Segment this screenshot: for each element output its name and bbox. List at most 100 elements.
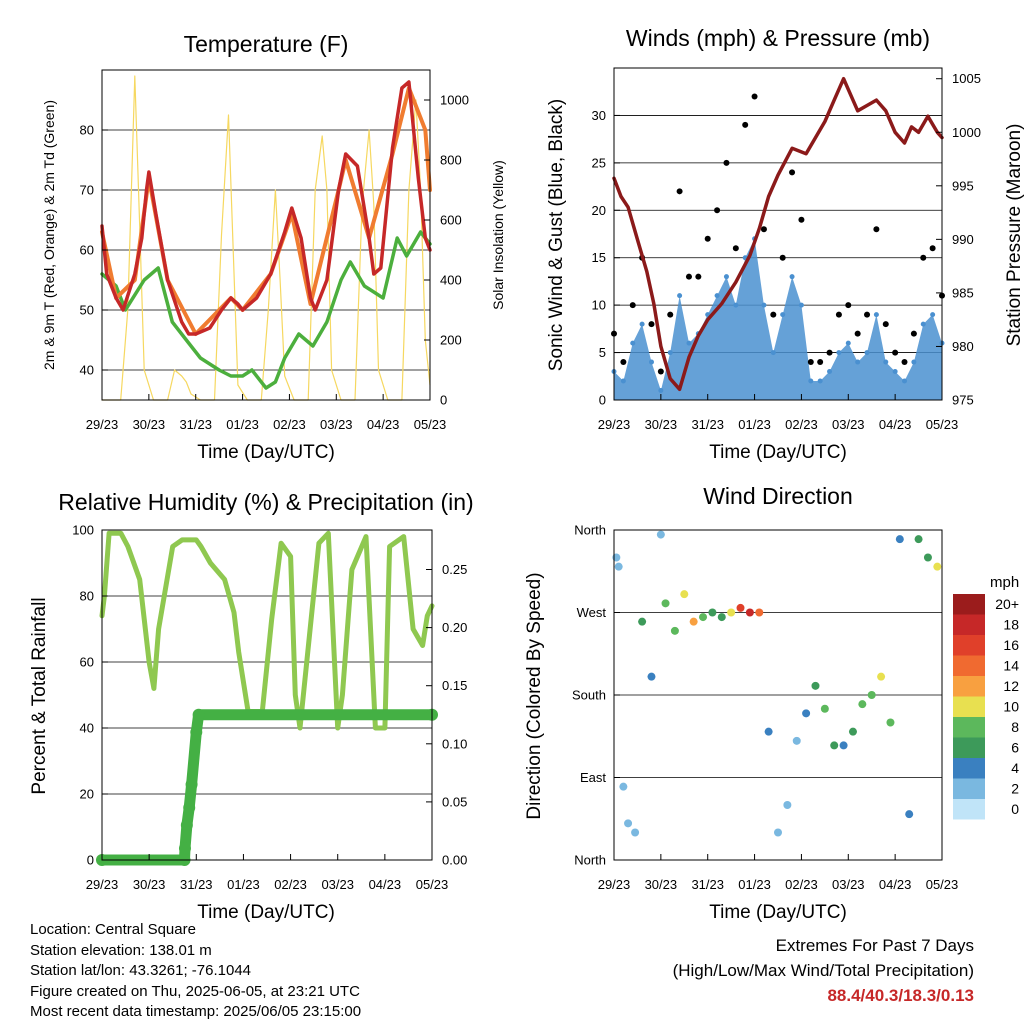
wind-point (798, 302, 804, 308)
temperature-x-label: Time (Day/UTC) (197, 442, 335, 463)
winds-y-label-right: Station Pressure (Maroon) (1004, 124, 1024, 347)
wind-y2-tick-label: 975 (952, 393, 974, 408)
legend-label: 4 (1011, 760, 1019, 776)
extremes-block: Extremes For Past 7 Days (High/Low/Max W… (673, 933, 974, 1008)
gust-point (685, 273, 692, 280)
gust-point (882, 321, 889, 328)
gust-point (770, 311, 777, 318)
rh-y-tick-label: 100 (72, 523, 94, 538)
wind-point (630, 340, 636, 346)
wind-point (648, 359, 654, 365)
rh-y-tick-label: 40 (80, 721, 94, 736)
rh-y2-tick-label: 0.00 (442, 853, 467, 868)
rh-y2-tick-label: 0.25 (442, 562, 467, 577)
gust-point (657, 368, 664, 375)
wind-y2-tick-label: 995 (952, 178, 974, 193)
legend-label: 10 (1003, 699, 1019, 715)
direction-point (914, 535, 923, 544)
precip-point (180, 819, 193, 832)
wind-point (770, 350, 776, 356)
legend-swatch (953, 696, 985, 717)
gust-point (807, 359, 814, 366)
wind-point (817, 378, 823, 384)
gust-point (910, 330, 917, 337)
gust-point (714, 207, 721, 214)
dir-x-tick-label: 04/23 (879, 877, 912, 892)
gust-point (732, 245, 739, 252)
wind-x-tick-label: 05/23 (926, 417, 959, 432)
direction-point (755, 608, 764, 617)
legend-label: 6 (1011, 740, 1019, 756)
direction-point (933, 562, 942, 571)
direction-point (689, 617, 698, 626)
wind-point (855, 359, 861, 365)
wind-point (686, 340, 692, 346)
wind-y-tick-label: 10 (592, 298, 606, 313)
gust-point (676, 188, 683, 195)
wind-point (677, 293, 683, 299)
wind-point (667, 350, 673, 356)
direction-point (656, 530, 665, 539)
legend-swatch (953, 594, 985, 615)
gust-point (920, 254, 927, 261)
direction-point (638, 617, 647, 626)
wind-x-tick-label: 04/23 (879, 417, 912, 432)
direction-point (811, 681, 820, 690)
humidity-precip-panel: Relative Humidity (%) & Precipitation (i… (29, 489, 474, 923)
wind-point (780, 312, 786, 318)
temp-x-tick-label: 04/23 (367, 417, 400, 432)
direction-point (839, 741, 848, 750)
humidity-title: Relative Humidity (%) & Precipitation (i… (58, 489, 473, 515)
legend-swatch (953, 717, 985, 738)
rh-x-tick-label: 05/23 (416, 877, 449, 892)
temperature-y-label-left: 2m & 9m T (Red, Orange) & 2m Td (Green) (41, 100, 57, 370)
precip-point (178, 842, 191, 855)
temp-y-tick-label: 50 (80, 303, 94, 318)
gust-point (779, 254, 786, 261)
gust-point (723, 159, 730, 166)
direction-point (867, 691, 876, 699)
wind-x-tick-label: 29/23 (598, 417, 631, 432)
wind-direction-panel: Wind Direction North East South West North 29… (524, 483, 1019, 923)
wind-point (902, 378, 908, 384)
temp-y2-tick-label: 1000 (440, 93, 469, 108)
wind-y2-tick-label: 980 (952, 339, 974, 354)
gust-point (667, 311, 674, 318)
temp-y-tick-label: 60 (80, 243, 94, 258)
pressure-line (612, 76, 944, 392)
gust-point (648, 321, 655, 328)
direction-point (783, 801, 792, 809)
legend-label: 12 (1003, 678, 1019, 694)
legend-swatch (953, 799, 985, 820)
rh-y2-tick-label: 0.15 (442, 678, 467, 693)
direction-point (877, 672, 886, 681)
legend-swatch (953, 778, 985, 799)
extremes-heading: Extremes For Past 7 Days (775, 936, 974, 955)
direction-point (848, 727, 857, 736)
temp-y2-tick-label: 200 (440, 333, 462, 348)
direction-y-label-left: Direction (Colored By Speed) (524, 572, 545, 819)
temp-y-tick-label: 40 (80, 363, 94, 378)
extremes-subheading: (High/Low/Max Wind/Total Precipitation) (672, 961, 974, 980)
rh-y-tick-label: 20 (80, 787, 94, 802)
gust-point (629, 302, 636, 309)
legend-swatch (953, 676, 985, 697)
temp-x-tick-label: 02/23 (273, 417, 306, 432)
temperature-y-label-right: Solar Insolation (Yellow) (490, 160, 506, 310)
direction-point (905, 810, 914, 819)
legend-swatch (953, 635, 985, 656)
gust-point (817, 359, 824, 366)
gust-point (864, 311, 871, 318)
wind-point (827, 369, 833, 375)
wind-y-tick-label: 25 (592, 155, 606, 170)
recent-line: Most recent data timestamp: 2025/06/05 2… (30, 1003, 362, 1020)
direction-title: Wind Direction (703, 483, 853, 509)
direction-point (895, 535, 904, 544)
legend-swatch (953, 758, 985, 779)
temp-y2-tick-label: 600 (440, 213, 462, 228)
direction-point (670, 626, 679, 635)
legend-label: 20+ (995, 596, 1019, 612)
wind-y-tick-label: 0 (599, 393, 606, 408)
temp-x-tick-label: 30/23 (133, 417, 166, 432)
